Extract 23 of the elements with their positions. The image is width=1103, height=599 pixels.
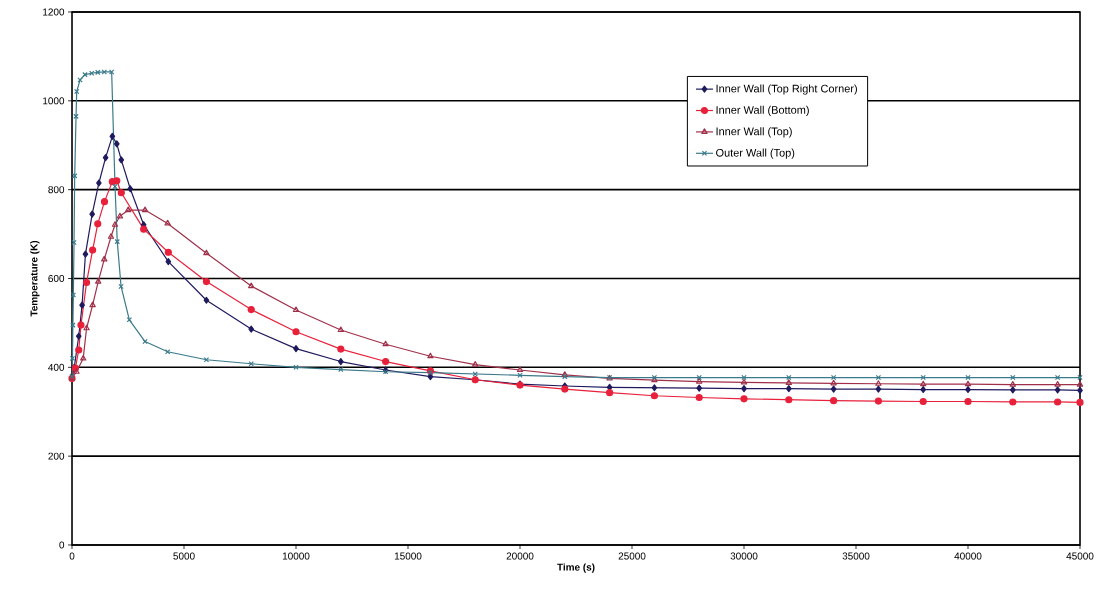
y-tick-label: 800 <box>48 186 65 194</box>
x-tick-label: 35000 <box>842 552 870 560</box>
legend-label: Outer Wall (Top) <box>716 148 795 159</box>
x-tick-label: 30000 <box>730 552 758 560</box>
legend-label: Inner Wall (Top) <box>716 127 792 138</box>
y-axis-title: Temperature (K) <box>30 240 40 317</box>
x-axis-title: Time (s) <box>557 563 595 573</box>
x-tick-label: 10000 <box>282 552 310 560</box>
x-tick-label: 40000 <box>954 552 982 560</box>
x-tick-label: 15000 <box>394 552 422 560</box>
y-tick-label: 1000 <box>43 97 65 105</box>
legend-label: Inner Wall (Top Right Corner) <box>716 84 857 95</box>
x-tick-label: 25000 <box>618 552 646 560</box>
x-tick-label: 0 <box>69 552 75 560</box>
y-tick-label: 600 <box>48 274 65 283</box>
legend-label: Inner Wall (Bottom) <box>716 105 809 117</box>
y-tick-label: 1200 <box>43 8 65 16</box>
y-tick-label: 0 <box>59 541 65 549</box>
x-tick-label: 45000 <box>1066 552 1094 560</box>
y-tick-label: 400 <box>48 363 65 371</box>
y-tick-label: 200 <box>48 452 65 460</box>
x-tick-label: 5000 <box>173 552 195 560</box>
x-tick-label: 20000 <box>506 552 534 560</box>
